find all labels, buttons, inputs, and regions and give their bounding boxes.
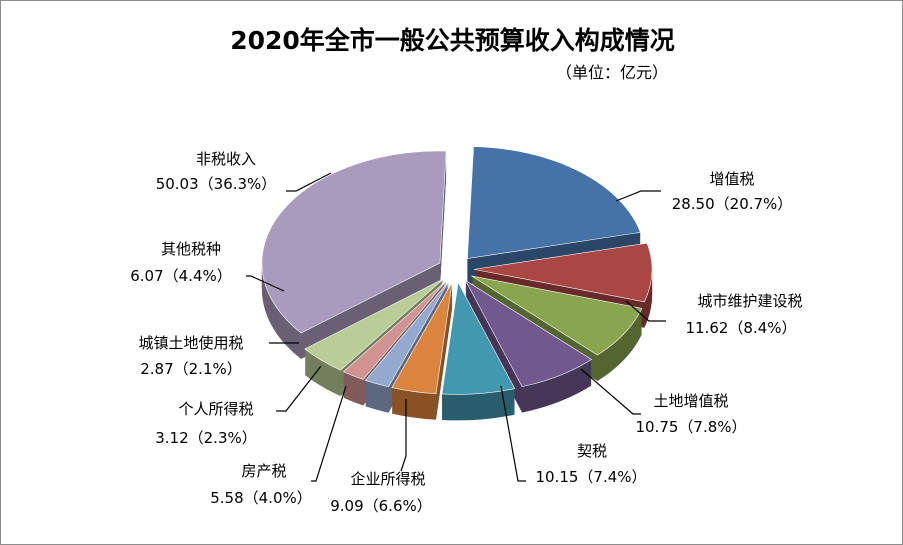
- leader-line: [400, 399, 407, 472]
- pie-slice-top: [473, 242, 653, 303]
- slice-name-label: 契税: [576, 442, 608, 460]
- leader-line: [311, 385, 347, 482]
- slice-value-label: 28.50（20.7%）: [671, 195, 793, 213]
- slice-value-label: 10.15（7.4%）: [535, 468, 647, 486]
- leader-line: [580, 368, 641, 415]
- slice-name-label: 土地增值税: [653, 392, 729, 410]
- leader-line: [276, 365, 322, 412]
- pie-slice-3: [464, 279, 593, 413]
- slice-value-label: 10.75（7.8%）: [635, 418, 747, 436]
- slice-value-label: 3.12（2.3%）: [155, 429, 257, 447]
- pie-slice-4: [441, 281, 516, 421]
- leader-line: [246, 275, 285, 292]
- slice-value-label: 9.09（6.6%）: [330, 497, 432, 515]
- pie-slice-top: [391, 282, 453, 395]
- slice-value-label: 6.07（4.4%）: [130, 267, 232, 285]
- pie-slice-top: [471, 275, 643, 356]
- pie-slice-top: [441, 281, 516, 395]
- slice-value-label: 5.58（4.0%）: [210, 489, 312, 507]
- pie-slice-top: [261, 150, 447, 334]
- slice-name-label: 企业所得税: [350, 470, 426, 488]
- slice-name-label: 其他税种: [160, 240, 222, 258]
- slice-name-label: 非税收入: [195, 150, 257, 168]
- pie-slice-top: [364, 281, 449, 388]
- pie-slice-5: [391, 282, 453, 420]
- pie-slice-top: [304, 278, 444, 371]
- chart-title: 2020年全市一般公共预算收入构成情况: [230, 26, 675, 55]
- pie-slice-9: [261, 150, 447, 360]
- pie-slice-2: [471, 275, 643, 382]
- slice-name-label: 城市维护建设税: [697, 292, 803, 310]
- slice-name-label: 个人所得税: [178, 400, 254, 418]
- leader-line: [500, 385, 526, 482]
- pie-slice-top: [464, 279, 593, 387]
- slice-name-label: 房产税: [241, 462, 287, 480]
- slice-name-label: 增值税: [709, 170, 755, 188]
- pie-slice-top: [342, 280, 447, 380]
- pie-slice-top: [467, 146, 641, 259]
- slice-value-label: 50.03（36.3%）: [155, 175, 277, 193]
- leader-line: [286, 172, 332, 192]
- slice-value-label: 11.62（8.4%）: [685, 319, 797, 337]
- leader-line: [625, 300, 666, 322]
- chart-unit: （单位：亿元）: [556, 63, 669, 82]
- slice-value-label: 2.87（2.1%）: [140, 360, 242, 378]
- slice-name-label: 城镇土地使用税: [138, 334, 244, 352]
- leader-line: [615, 190, 661, 202]
